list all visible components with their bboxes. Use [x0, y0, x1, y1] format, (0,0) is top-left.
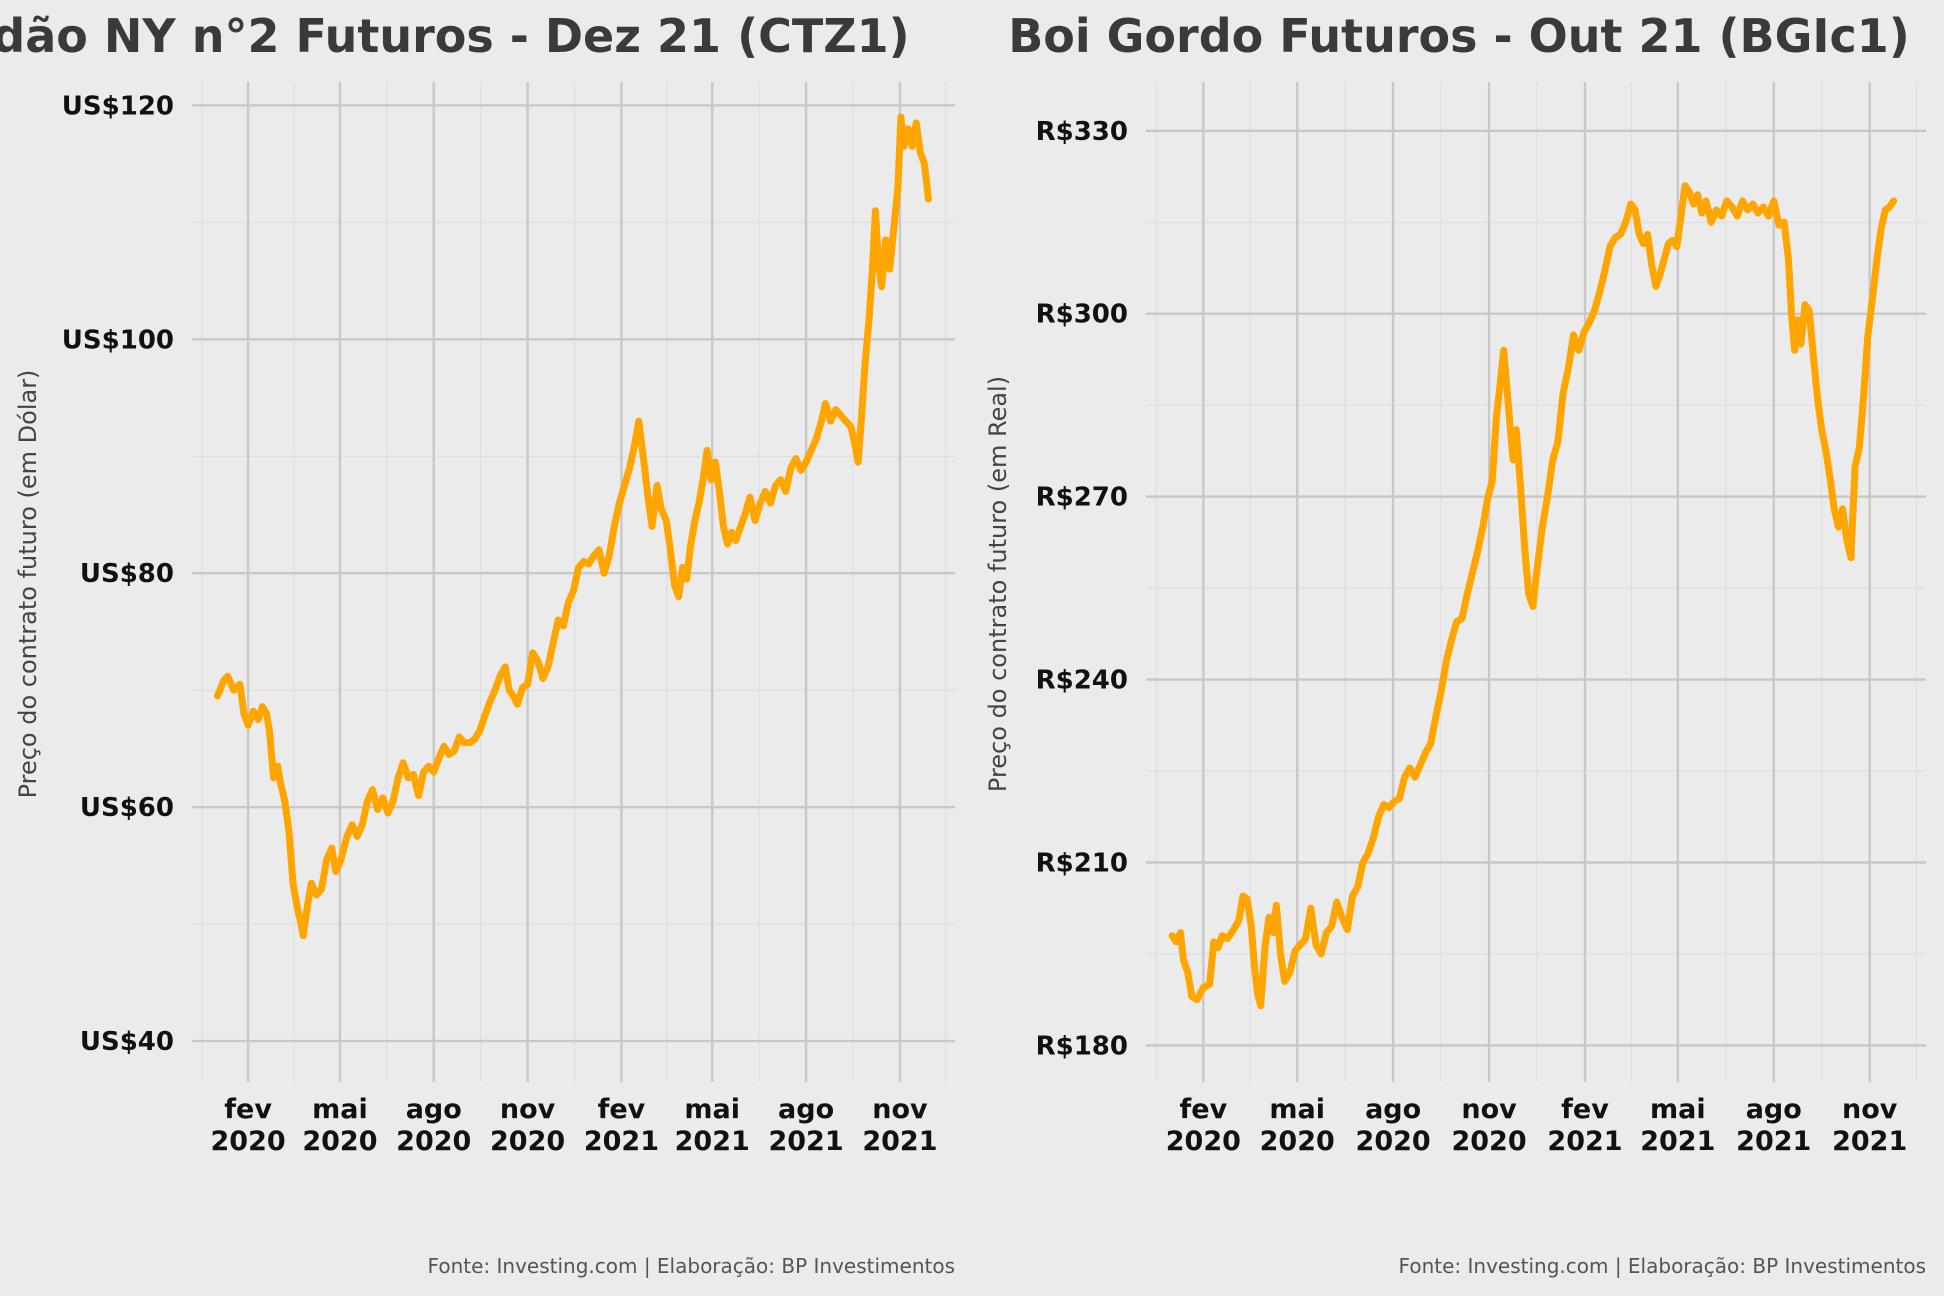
right-xtick-label: fev 2020: [1166, 1094, 1241, 1157]
right-xtick-label: ago 2021: [1736, 1094, 1811, 1157]
left-chart-ylabel: Preço do contrato futuro (em Dólar): [14, 370, 42, 799]
right-ytick-label: R$180: [1036, 1031, 1128, 1061]
right-xtick-label: ago 2020: [1356, 1094, 1431, 1157]
right-xtick-label: mai 2020: [1260, 1094, 1335, 1157]
right-chart-title: Boi Gordo Futuros - Out 21 (BGIc1): [1008, 9, 1910, 63]
right-chart-panel: Boi Gordo Futuros - Out 21 (BGIc1) Preço…: [984, 9, 1926, 1278]
left-xtick-label: mai 2020: [302, 1094, 377, 1157]
left-chart-caption: Fonte: Investing.com | Elaboração: BP In…: [428, 1254, 955, 1278]
left-chart-grid: [192, 82, 955, 1082]
right-chart-caption: Fonte: Investing.com | Elaboração: BP In…: [1399, 1254, 1926, 1278]
right-xtick-label: fev 2021: [1547, 1094, 1622, 1157]
right-xtick-label: mai 2021: [1640, 1094, 1715, 1157]
left-xtick-label: nov 2020: [490, 1094, 565, 1157]
right-chart-grid: [1146, 82, 1926, 1082]
left-ytick-label: US$80: [80, 559, 174, 589]
right-xtick-label: nov 2021: [1832, 1094, 1907, 1157]
left-price-series-line: [214, 113, 932, 940]
left-ytick-label: US$120: [62, 91, 174, 121]
left-xtick-label: mai 2021: [675, 1094, 750, 1157]
left-chart-panel: Algodão NY n°2 Futuros - Dez 21 (CTZ1) P…: [0, 9, 955, 1278]
right-ytick-label: R$300: [1036, 300, 1128, 330]
left-xtick-label: fev 2020: [211, 1094, 286, 1157]
left-ytick-label: US$60: [80, 793, 174, 823]
right-ytick-label: R$210: [1036, 848, 1128, 878]
right-ytick-label: R$270: [1036, 483, 1128, 513]
right-chart-ylabel: Preço do contrato futuro (em Real): [984, 376, 1012, 792]
left-xtick-label: ago 2021: [768, 1094, 843, 1157]
left-ytick-label: US$40: [80, 1027, 174, 1057]
left-xtick-label: ago 2020: [396, 1094, 471, 1157]
right-ytick-label: R$240: [1036, 666, 1128, 696]
left-xtick-label: fev 2021: [584, 1094, 659, 1157]
right-price-series-line: [1168, 182, 1898, 1010]
left-xtick-label: nov 2021: [862, 1094, 937, 1157]
left-ytick-label: US$100: [62, 325, 174, 355]
left-chart-title: Algodão NY n°2 Futuros - Dez 21 (CTZ1): [0, 9, 910, 63]
right-ytick-label: R$330: [1036, 117, 1128, 147]
right-xtick-label: nov 2020: [1451, 1094, 1526, 1157]
